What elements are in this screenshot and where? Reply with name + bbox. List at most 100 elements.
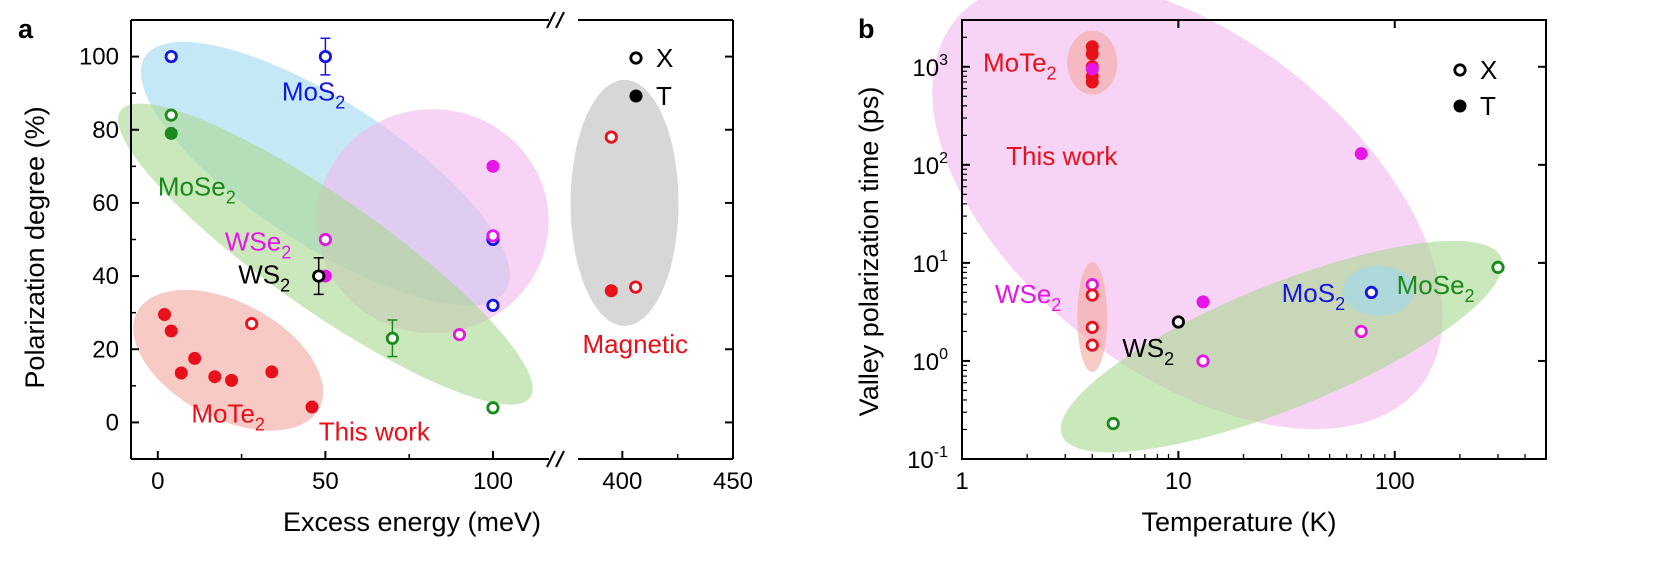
y-tick-exp-b-0: -1 [934, 444, 948, 461]
point-Magnetic-3-0 [604, 284, 618, 298]
y-tick-base-b-3: 10 [912, 153, 939, 180]
point-MoS2-4-3 [486, 298, 500, 312]
region-gray_region-4 [570, 79, 679, 326]
annotation-b-5-main: MoSe [1397, 270, 1465, 300]
x-tick-label-4: 450 [713, 468, 753, 495]
point-MoTe2-0-2 [174, 366, 188, 380]
y-tick-exp-b-4: 3 [939, 52, 948, 69]
point-b-MoTe2-3-1 [1085, 320, 1099, 334]
point-b-WSe2-1-1 [1196, 295, 1210, 309]
axis-break-mark-1-b [555, 450, 565, 468]
point-MoSe2-5-1 [385, 331, 400, 345]
y-tick-label-b-2: 101 [912, 248, 948, 278]
y-tick-base-b-4: 10 [912, 55, 939, 82]
x-axis-label: Excess energy (meV) [283, 507, 541, 537]
point-MoSe2-5-0 [164, 108, 178, 122]
legend-label-b-1: T [1480, 91, 1496, 121]
point-b-WSe2-2-1 [1196, 354, 1210, 368]
panel-a: 0 50 100 400 450 0 20 40 60 80 100 Excess energy (m… [18, 11, 753, 537]
point-b-WS2-4-0 [1171, 315, 1185, 329]
y-tick-label-b-1: 100 [912, 346, 948, 376]
point-b-WSe2-1-0 [1085, 62, 1099, 76]
legend-label-1: T [656, 81, 672, 111]
point-WSe2-7-0 [318, 232, 332, 247]
plot-frame-b [961, 19, 1547, 460]
point-b-WSe2-1-2 [1354, 147, 1368, 161]
annotation-b-0: MoTe2 [983, 47, 1057, 83]
annotation-4-main: MoTe [191, 398, 255, 428]
point-MoTe2-0-1 [164, 324, 178, 338]
annotation-b-0-main: MoTe [983, 47, 1047, 77]
y-tick-label-5: 100 [79, 44, 119, 71]
annotation-b-2-main: WSe [995, 279, 1051, 309]
point-WSe2-7-1 [452, 328, 467, 342]
point-MoTe2-0-3 [188, 351, 202, 365]
region-red_region-b-3 [1077, 262, 1108, 373]
point-b-WSe2-2-2 [1354, 324, 1368, 339]
point-WS2-9-0 [312, 269, 326, 283]
point-MoS2-4-0 [164, 49, 178, 64]
annotation-3-sub: 2 [280, 275, 290, 295]
x-tick-label-b-2: 100 [1375, 468, 1415, 495]
annotation-1: MoSe2 [158, 172, 236, 208]
region-green_region-2 [118, 103, 533, 405]
annotation-6-main: Magnetic [582, 329, 688, 359]
y-tick-label-4: 80 [92, 117, 119, 144]
y-tick-base-b-1: 10 [912, 349, 939, 376]
x-tick-label-2: 100 [473, 468, 513, 495]
y-tick-exp-b-3: 2 [939, 150, 948, 167]
annotation-b-4-sub: 2 [1335, 294, 1345, 314]
point-Magnetic-2-1 [629, 280, 643, 294]
point-WSe2-7-2 [486, 229, 500, 243]
point-MoSe2-6-0 [164, 126, 178, 140]
x-tick-label-b-0: 1 [955, 468, 968, 495]
annotation-4: MoTe2 [191, 398, 265, 434]
y-tick-exp-b-1: 0 [939, 346, 948, 363]
region-red_region-3 [133, 289, 324, 431]
legend-marker-0 [629, 51, 643, 65]
x-tick-label-3: 400 [602, 468, 642, 495]
point-MoTe2-0-4 [208, 370, 222, 384]
x-tick-label-0: 0 [151, 468, 164, 495]
legend-marker-b-1 [1453, 99, 1467, 113]
annotation-b-4-main: MoS [1282, 278, 1335, 308]
y-tick-exp-b-2: 1 [939, 248, 948, 265]
annotation-b-0-sub: 2 [1047, 63, 1057, 83]
annotation-4-sub: 2 [255, 414, 265, 434]
point-MoTe2-1-0 [245, 317, 259, 331]
y-tick-label-1: 20 [92, 336, 119, 363]
axis-break-mark-1-a [546, 450, 556, 468]
x-tick-label-1: 50 [312, 468, 339, 495]
y-axis-label: Polarization degree (%) [20, 106, 50, 388]
y-tick-label-0: 0 [106, 409, 119, 436]
point-MoTe2-0-0 [158, 307, 172, 321]
annotation-b-5-sub: 2 [1465, 286, 1475, 306]
legend-label-b-0: X [1480, 55, 1497, 85]
annotation-b-3-main: WS [1122, 333, 1164, 363]
annotation-0: MoS2 [282, 76, 345, 112]
point-b-MoTe2-3-2 [1085, 338, 1099, 352]
axis-break-mark-0-b [555, 11, 565, 29]
point-b-MoTe2-0-4 [1085, 75, 1099, 89]
annotation-2: WSe2 [225, 226, 291, 262]
annotation-1-main: MoSe [158, 172, 226, 202]
annotation-b-3: WS2 [1122, 333, 1174, 369]
point-MoS2-4-1 [318, 49, 332, 64]
annotation-b-2-sub: 2 [1051, 295, 1061, 315]
annotation-5: This work [319, 417, 431, 447]
legend-marker-1 [629, 89, 643, 103]
y-tick-base-b-2: 10 [912, 251, 939, 278]
point-b-MoSe2-6-1 [1491, 260, 1505, 274]
point-MoTe2-0-5 [225, 373, 239, 387]
annotation-0-sub: 2 [335, 92, 345, 112]
point-b-MoSe2-6-0 [1106, 416, 1120, 431]
annotation-2-sub: 2 [281, 242, 291, 262]
region-blue_region-b-4 [1342, 265, 1415, 316]
panel-label-a: a [18, 14, 34, 44]
point-MoSe2-5-2 [486, 401, 500, 415]
annotation-2-main: WSe [225, 226, 281, 256]
x-axis-label-b: Temperature (K) [1141, 507, 1336, 537]
point-b-WSe2-2-0 [1085, 278, 1099, 292]
y-tick-base-b-0: 10 [907, 447, 934, 474]
